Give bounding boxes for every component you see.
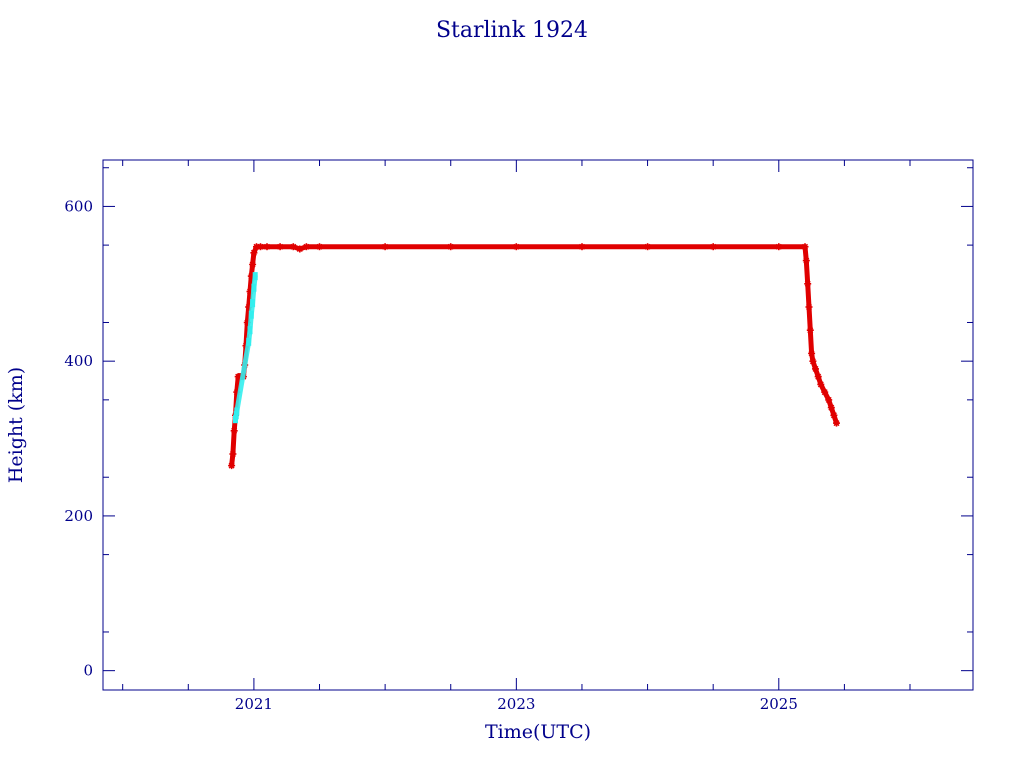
chart-title: Starlink 1924 (436, 18, 588, 43)
data-point (775, 243, 783, 251)
y-axis-label: Height (km) (5, 367, 27, 483)
data-point (302, 243, 310, 251)
data-series (228, 243, 840, 470)
data-point (833, 419, 840, 427)
series-0 (228, 243, 840, 470)
data-point (251, 283, 257, 292)
x-tick-label: 2021 (235, 695, 273, 713)
data-point (228, 462, 236, 470)
data-point (825, 396, 833, 404)
data-point (252, 272, 258, 281)
data-point (802, 257, 810, 265)
y-tick-label: 600 (64, 197, 93, 215)
data-point (296, 245, 304, 253)
data-point (578, 243, 586, 251)
data-point (830, 411, 838, 419)
data-point (808, 349, 816, 357)
data-point (248, 310, 254, 319)
data-point (289, 243, 297, 251)
data-point (812, 365, 819, 373)
data-point (257, 243, 264, 251)
plot-frame (102, 159, 974, 691)
data-point (234, 407, 240, 416)
data-point (316, 243, 323, 251)
series-track (233, 273, 258, 422)
data-point (381, 243, 389, 251)
y-tick-label: 0 (83, 662, 93, 680)
data-point (801, 243, 809, 251)
data-point (814, 373, 822, 381)
data-point (276, 243, 284, 251)
series-track (229, 244, 839, 469)
y-tick-label: 200 (64, 507, 93, 525)
data-point (250, 299, 256, 308)
data-point (447, 243, 455, 251)
data-point (804, 280, 812, 288)
y-tick-label: 400 (64, 352, 93, 370)
data-point (644, 243, 652, 251)
data-point (806, 326, 814, 334)
data-point (247, 326, 253, 335)
data-point (709, 243, 717, 251)
tick-labels: 2021 2023 2025 0 200 400 600 (64, 197, 798, 713)
data-point (250, 249, 258, 257)
data-point (246, 337, 252, 346)
x-tick-label: 2025 (760, 695, 798, 713)
data-point (512, 243, 520, 251)
data-point (230, 427, 238, 435)
data-point (805, 303, 813, 311)
data-point (229, 450, 237, 458)
axis-ticks (103, 160, 973, 690)
data-point (821, 388, 829, 396)
x-axis-label: Time(UTC) (485, 721, 591, 743)
data-point (809, 357, 817, 365)
series-1 (233, 272, 258, 424)
data-point (827, 404, 835, 412)
data-point (249, 261, 257, 268)
data-point (263, 243, 271, 251)
data-point (817, 380, 825, 388)
x-tick-label: 2023 (497, 695, 535, 713)
